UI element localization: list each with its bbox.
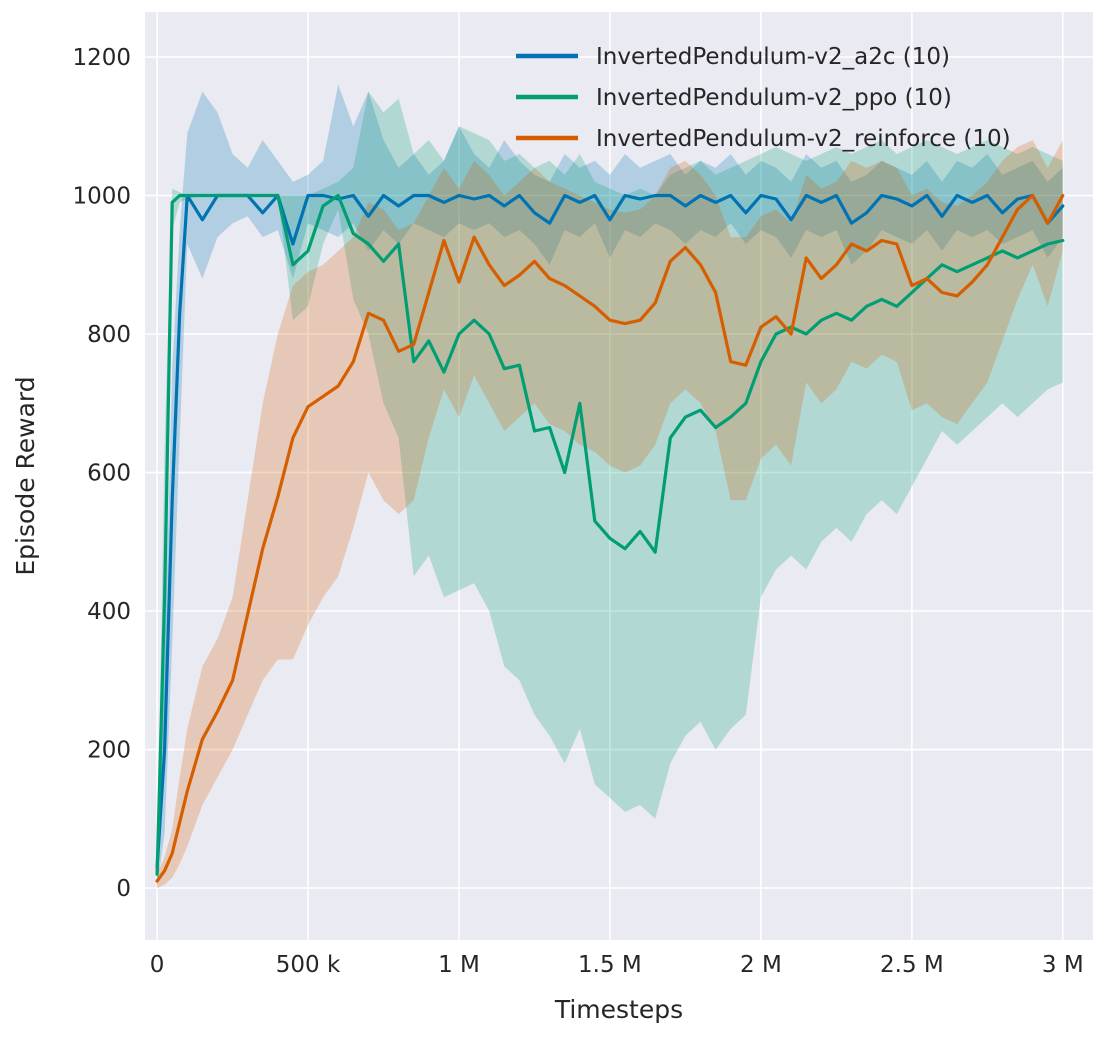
x-axis-label: Timesteps	[554, 995, 683, 1024]
legend-label: InvertedPendulum-v2_a2c (10)	[596, 44, 950, 70]
legend: InvertedPendulum-v2_a2c (10) InvertedPend…	[516, 44, 1011, 152]
x-tick-labels: 0 500 k 1 M 1.5 M 2 M 2.5 M 3 M	[150, 952, 1084, 978]
y-tick-label: 0	[116, 876, 131, 902]
x-tick-label: 3 M	[1042, 952, 1084, 978]
y-tick-label: 400	[87, 599, 131, 625]
series-lines	[155, 193, 1065, 883]
y-tick-label: 800	[87, 322, 131, 348]
x-tick-label: 0	[150, 952, 165, 978]
legend-item: InvertedPendulum-v2_a2c (10)	[516, 44, 950, 70]
y-tick-label: 600	[87, 461, 131, 487]
x-tick-label: 500 k	[276, 952, 341, 978]
x-tick-label: 1.5 M	[578, 952, 642, 978]
y-tick-label: 1000	[72, 184, 131, 210]
y-tick-label: 200	[87, 738, 131, 764]
x-tick-label: 1 M	[438, 952, 480, 978]
gridlines	[145, 12, 1093, 940]
series-line-2	[155, 193, 1065, 883]
confidence-band-1	[157, 91, 1063, 889]
y-tick-label: 1200	[72, 45, 131, 71]
plot-area	[145, 12, 1093, 940]
legend-item: InvertedPendulum-v2_reinforce (10)	[516, 126, 1011, 152]
confidence-band-0	[157, 84, 1063, 889]
series-line-1	[155, 193, 1065, 876]
legend-label: InvertedPendulum-v2_ppo (10)	[596, 85, 952, 111]
legend-label: InvertedPendulum-v2_reinforce (10)	[596, 126, 1011, 152]
confidence-bands	[157, 84, 1063, 889]
confidence-band-2	[157, 140, 1063, 889]
legend-item: InvertedPendulum-v2_ppo (10)	[516, 85, 952, 111]
x-tick-label: 2.5 M	[880, 952, 944, 978]
y-axis-label: Episode Reward	[11, 376, 40, 575]
x-tick-label: 2 M	[740, 952, 782, 978]
y-tick-labels: 0 200 400 600 800 1000 1200	[72, 45, 131, 902]
